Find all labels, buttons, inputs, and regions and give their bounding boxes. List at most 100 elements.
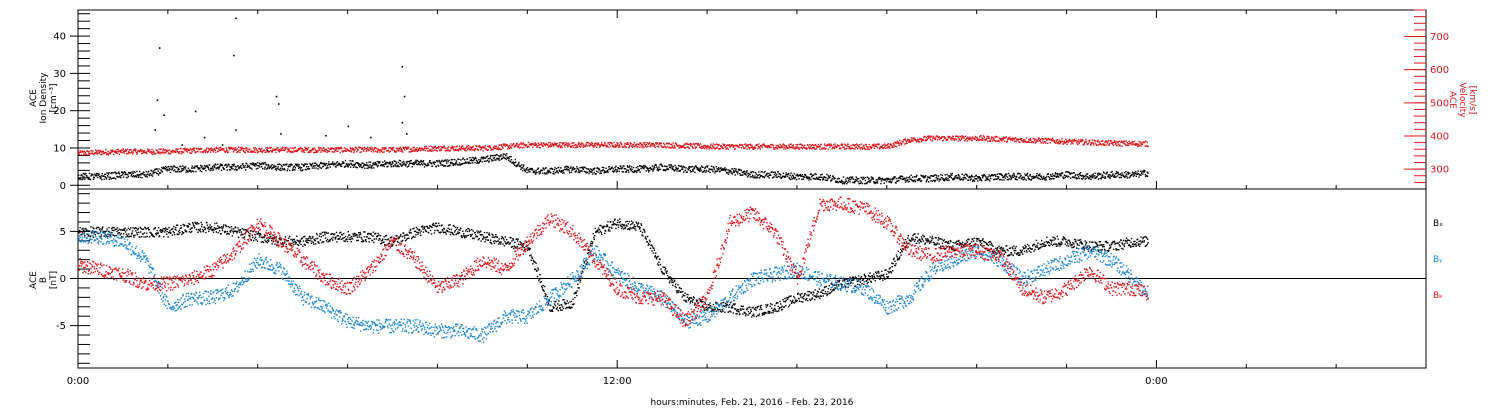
velocity-point	[426, 146, 427, 147]
density-point	[732, 168, 733, 169]
density-point	[249, 165, 250, 166]
velocity-point	[459, 146, 460, 147]
velocity-point	[572, 145, 573, 146]
bx-point	[197, 222, 198, 223]
bx-point	[214, 223, 215, 224]
density-point	[630, 170, 631, 171]
density-point	[909, 181, 910, 182]
velocity-point	[580, 147, 581, 148]
velocity-point	[135, 149, 136, 150]
velocity-point	[308, 147, 309, 148]
density-point	[607, 170, 608, 171]
bx-point	[191, 231, 192, 232]
velocity-point	[246, 148, 247, 149]
density-point	[371, 167, 372, 168]
density-point	[790, 179, 791, 180]
velocity-point	[1026, 137, 1027, 138]
velocity-point	[218, 148, 219, 149]
density-point	[664, 165, 665, 166]
density-point	[675, 167, 676, 168]
density-point	[434, 164, 435, 165]
density-point	[700, 170, 701, 171]
velocity-point	[786, 145, 787, 146]
density-point	[243, 165, 244, 166]
density-point	[861, 181, 862, 182]
density-point	[194, 167, 195, 168]
bx-point	[137, 229, 138, 230]
velocity-point	[858, 145, 859, 146]
density-point	[494, 157, 495, 158]
bx-point	[205, 232, 206, 233]
velocity-point	[667, 146, 668, 147]
velocity-point	[1109, 144, 1110, 145]
velocity-point	[942, 136, 943, 137]
velocity-point	[225, 151, 226, 152]
density-point	[170, 172, 171, 173]
bx-point	[215, 228, 216, 229]
density-point	[719, 170, 720, 171]
density-point	[1129, 176, 1130, 177]
velocity-point	[120, 152, 121, 153]
velocity-point	[905, 139, 906, 140]
velocity-point	[149, 149, 150, 150]
density-point	[692, 170, 693, 171]
velocity-point	[337, 150, 338, 151]
velocity-point	[631, 145, 632, 146]
velocity-point	[762, 147, 763, 148]
velocity-point	[482, 150, 483, 151]
velocity-point	[1014, 141, 1015, 142]
density-point	[367, 168, 368, 169]
density-point	[995, 174, 996, 175]
density-point	[868, 178, 869, 179]
velocity-point	[521, 142, 522, 143]
bx-point	[156, 234, 157, 235]
density-point	[427, 163, 428, 164]
density-point	[804, 177, 805, 178]
velocity-point	[619, 144, 620, 145]
velocity-point	[92, 152, 93, 153]
velocity-point	[413, 147, 414, 148]
density-point	[941, 177, 942, 178]
density-point	[167, 169, 168, 170]
density-point	[1037, 177, 1038, 178]
density-point	[554, 169, 555, 170]
density-point	[536, 172, 537, 173]
density-point	[579, 167, 580, 168]
density-point	[800, 174, 801, 175]
velocity-point	[460, 148, 461, 149]
velocity-point	[382, 152, 383, 153]
density-point	[1118, 174, 1119, 175]
density-point	[713, 167, 714, 168]
velocity-point	[320, 152, 321, 153]
velocity-point	[996, 136, 997, 137]
density-point	[945, 174, 946, 175]
bx-point	[207, 228, 208, 229]
bx-point	[149, 229, 150, 230]
bx-point	[196, 229, 197, 230]
density-point	[940, 174, 941, 175]
density-point	[226, 164, 227, 165]
density-point	[503, 153, 504, 154]
density-point	[854, 182, 855, 183]
density-point	[254, 165, 255, 166]
density-point	[422, 164, 423, 165]
density-point	[758, 174, 759, 175]
velocity-point	[351, 151, 352, 152]
density-point	[259, 166, 260, 167]
velocity-point	[430, 146, 431, 147]
velocity-point	[1147, 146, 1148, 147]
density-point	[352, 160, 353, 161]
density-point	[1087, 173, 1088, 174]
density-point	[776, 174, 777, 175]
bx-point	[165, 227, 166, 228]
density-point	[1041, 177, 1042, 178]
velocity-point	[967, 137, 968, 138]
density-point	[786, 172, 787, 173]
density-point	[212, 166, 213, 167]
bx-point	[112, 227, 113, 228]
density-point	[1083, 177, 1084, 178]
density-point	[1010, 176, 1011, 177]
density-point	[1124, 177, 1125, 178]
density-point	[735, 169, 736, 170]
density-point	[357, 167, 358, 168]
